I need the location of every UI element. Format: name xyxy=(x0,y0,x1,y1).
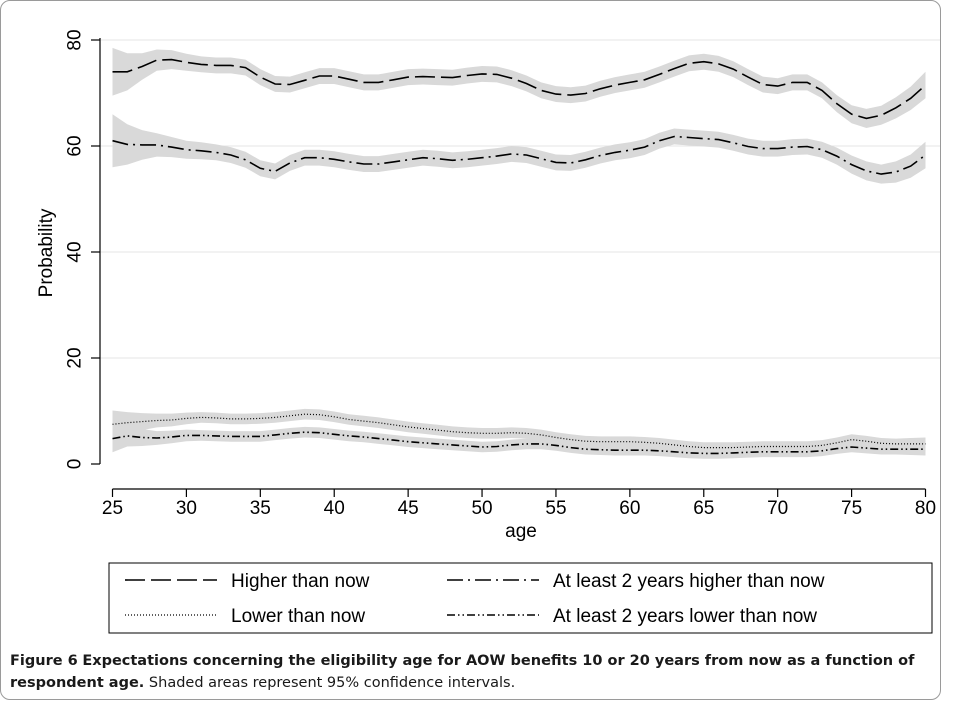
ci-band-2 xyxy=(112,114,926,184)
caption-note: Shaded areas represent 95% confidence in… xyxy=(148,675,516,691)
y-tick-label-80: 80 xyxy=(65,29,86,50)
x-tick-label-50: 50 xyxy=(471,498,492,519)
legend-label-4: At least 2 years lower than now xyxy=(553,606,817,627)
series-line-3 xyxy=(112,413,926,449)
series-line-4 xyxy=(112,431,926,455)
x-tick-label-25: 25 xyxy=(102,498,123,519)
x-tick-label-45: 45 xyxy=(398,498,419,519)
confidence-bands xyxy=(112,47,926,459)
x-axis-label: age xyxy=(505,521,537,542)
y-tick-label-40: 40 xyxy=(65,241,86,262)
x-tick-label-80: 80 xyxy=(915,498,936,519)
caption-title: Expectations concerning the eligibility … xyxy=(10,653,915,691)
y-tick-label-0: 0 xyxy=(65,459,86,470)
x-tick-label-75: 75 xyxy=(841,498,862,519)
x-tick-label-40: 40 xyxy=(324,498,345,519)
line-chart: 0 20 40 60 80 25 30 35 40 45 50 55 60 65 70 75 80 age Pr… xyxy=(36,29,940,634)
series-lines xyxy=(112,58,927,455)
axes: 0 20 40 60 80 25 30 35 40 45 50 55 60 65 70 75 80 xyxy=(65,29,937,519)
x-tick-label-70: 70 xyxy=(767,498,788,519)
x-tick-label-55: 55 xyxy=(545,498,566,519)
legend: Higher than now At least 2 years higher t… xyxy=(125,571,825,627)
caption-label: Figure 6 xyxy=(10,653,78,669)
y-axis-label: Probability xyxy=(36,208,57,297)
x-tick-label-30: 30 xyxy=(176,498,197,519)
legend-box xyxy=(108,562,933,634)
legend-label-2: At least 2 years higher than now xyxy=(553,571,825,592)
x-tick-label-65: 65 xyxy=(693,498,714,519)
ci-band-3 xyxy=(112,408,926,453)
legend-label-1: Higher than now xyxy=(231,571,370,592)
figure-caption: Figure 6 Expectations concerning the eli… xyxy=(10,650,940,694)
ci-band-1 xyxy=(112,47,926,128)
x-tick-label-60: 60 xyxy=(619,498,640,519)
legend-label-3: Lower than now xyxy=(231,606,365,627)
y-tick-label-20: 20 xyxy=(65,347,86,368)
x-tick-label-35: 35 xyxy=(250,498,271,519)
figure-frame xyxy=(0,0,941,700)
series-line-1 xyxy=(112,58,927,120)
y-tick-label-60: 60 xyxy=(65,135,86,156)
